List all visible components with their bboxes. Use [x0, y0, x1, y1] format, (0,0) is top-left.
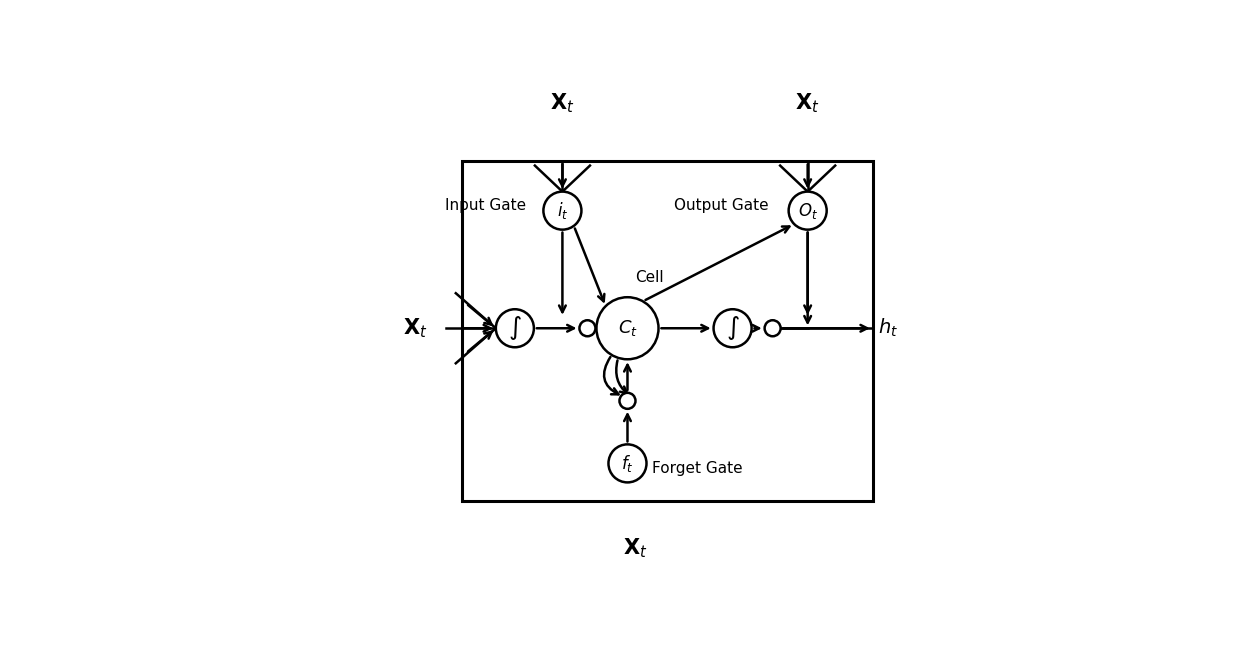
Text: $\int$: $\int$	[508, 314, 522, 343]
Text: $\int$: $\int$	[726, 314, 740, 343]
Circle shape	[714, 309, 752, 347]
Text: $C_t$: $C_t$	[617, 318, 637, 338]
Circle shape	[789, 192, 826, 229]
Text: $f_t$: $f_t$	[621, 453, 634, 474]
Text: $\mathbf{X}_t$: $\mathbf{X}_t$	[623, 537, 647, 560]
Text: $\mathbf{X}_t$: $\mathbf{X}_t$	[795, 91, 820, 115]
FancyArrowPatch shape	[605, 357, 618, 395]
FancyArrowPatch shape	[616, 360, 627, 393]
Text: $h_t$: $h_t$	[877, 317, 898, 339]
Circle shape	[764, 320, 781, 336]
Text: $i_t$: $i_t$	[556, 200, 569, 221]
Text: Forget Gate: Forget Gate	[652, 461, 742, 476]
Bar	[462, 161, 872, 501]
Text: $O_t$: $O_t$	[798, 201, 818, 220]
Circle shape	[580, 320, 596, 336]
Text: Input Gate: Input Gate	[445, 198, 525, 213]
Circle shape	[620, 393, 636, 409]
Circle shape	[608, 445, 647, 482]
Circle shape	[544, 192, 581, 229]
Text: Cell: Cell	[634, 270, 664, 285]
Text: $\mathbf{X}_t$: $\mathbf{X}_t$	[550, 91, 575, 115]
Circle shape	[596, 297, 658, 359]
Text: Output Gate: Output Gate	[674, 198, 768, 213]
Text: $\mathbf{X}_t$: $\mathbf{X}_t$	[403, 317, 427, 340]
Circle shape	[496, 309, 534, 347]
